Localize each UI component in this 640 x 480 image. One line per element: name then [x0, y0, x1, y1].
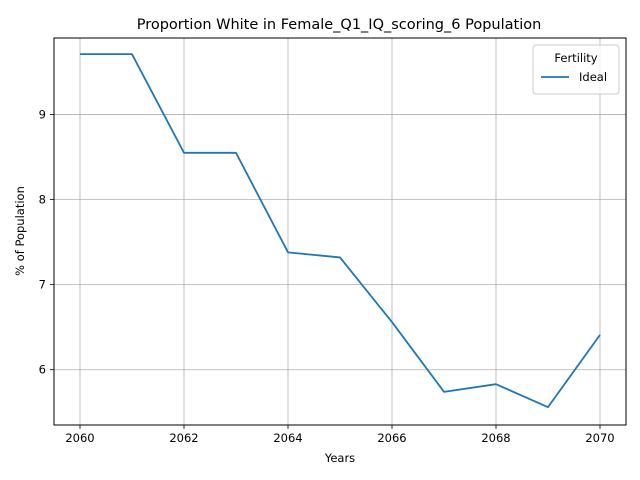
- y-tick-label: 7: [39, 278, 46, 292]
- data-point: [495, 383, 497, 385]
- data-point: [235, 152, 237, 154]
- x-axis-label: Years: [324, 451, 355, 465]
- y-axis-label: % of Population: [13, 186, 27, 276]
- data-point: [391, 321, 393, 323]
- data-point: [79, 53, 81, 55]
- x-tick-label: 2068: [481, 431, 510, 445]
- x-axis: 2060 2062 2064 2066 2068 2070: [65, 425, 615, 445]
- x-tick-label: 2060: [65, 431, 94, 445]
- y-tick-label: 6: [39, 363, 46, 377]
- data-point: [183, 152, 185, 154]
- x-tick-label: 2064: [273, 431, 302, 445]
- legend-title: Fertility: [554, 51, 597, 65]
- data-point: [339, 256, 341, 258]
- x-tick-label: 2062: [169, 431, 198, 445]
- y-axis: 6 7 8 9: [39, 108, 54, 377]
- x-tick-label: 2070: [585, 431, 614, 445]
- legend: Fertility Ideal: [532, 44, 620, 95]
- data-point: [443, 391, 445, 393]
- data-point: [547, 406, 549, 408]
- series-line-ideal: [80, 53, 601, 409]
- series-group: [79, 53, 601, 409]
- y-tick-label: 8: [39, 193, 46, 207]
- legend-label-ideal: Ideal: [579, 70, 607, 84]
- y-tick-label: 9: [39, 108, 46, 122]
- chart-title: Proportion White in Female_Q1_IQ_scoring…: [137, 17, 542, 33]
- plot-frame: [53, 37, 627, 426]
- data-point: [599, 334, 601, 336]
- x-tick-label: 2066: [377, 431, 406, 445]
- legend-box: [532, 44, 620, 95]
- data-point: [131, 53, 133, 55]
- gridlines: [54, 38, 626, 425]
- data-point: [287, 251, 289, 253]
